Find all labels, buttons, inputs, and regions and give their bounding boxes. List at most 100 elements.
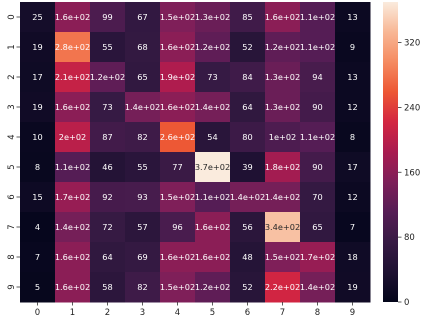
heatmap-cell-r1-c8 (300, 32, 336, 63)
x-tick-label-2: 2 (105, 308, 110, 318)
x-tick-label-3: 3 (140, 308, 145, 318)
cell-label-r6-c7: 1.4e+02 (265, 192, 300, 202)
heatmap-cell-r1-c2 (90, 32, 126, 63)
cell-label-r7-c6: 56 (242, 222, 252, 232)
cell-label-r0-c2: 99 (102, 12, 112, 22)
cell-label-r8-c5: 1.6e+02 (195, 252, 230, 262)
cell-label-r9-c7: 2.2e+02 (265, 282, 300, 292)
cell-label-r8-c6: 48 (242, 252, 252, 262)
cell-label-r5-c4: 77 (172, 162, 182, 172)
heatmap-cell-r4-c0 (20, 122, 56, 153)
cell-label-r6-c6: 1.4e+02 (230, 192, 265, 202)
colorbar-tick-label-2: 160 (404, 168, 420, 178)
cell-label-r1-c9: 9 (350, 42, 355, 52)
colorbar-tick-label-1: 80 (404, 233, 415, 243)
heatmap-cell-r0-c8 (300, 2, 336, 33)
cell-label-r6-c8: 70 (312, 192, 322, 202)
heatmap-cell-r8-c9 (335, 242, 371, 273)
heatmap-cell-r1-c9 (335, 32, 371, 63)
cell-label-r1-c6: 52 (242, 42, 252, 52)
y-tick-label-8: 8 (7, 254, 17, 259)
heatmap-cell-r5-c8 (300, 152, 336, 183)
cell-label-r5-c2: 46 (102, 162, 112, 172)
heatmap-cell-r2-c4 (160, 62, 196, 93)
cell-label-r0-c9: 13 (347, 12, 357, 22)
cell-label-r8-c0: 7 (35, 252, 40, 262)
cell-label-r8-c1: 1.6e+02 (55, 252, 90, 262)
heatmap-cell-r3-c7 (265, 92, 301, 123)
heatmap-cell-r6-c0 (20, 182, 56, 213)
heatmap-cell-r7-c1 (55, 212, 91, 243)
cell-label-r6-c0: 15 (32, 192, 42, 202)
heatmap-cell-r8-c2 (90, 242, 126, 273)
heatmap-cell-r6-c9 (335, 182, 371, 213)
heatmap-cell-r1-c6 (230, 32, 266, 63)
cell-label-r2-c7: 1.3e+02 (265, 72, 300, 82)
cell-label-r6-c2: 92 (102, 192, 112, 202)
heatmap-cell-r1-c5 (195, 32, 231, 63)
heatmap-cell-r8-c0 (20, 242, 56, 273)
cell-label-r2-c6: 84 (242, 72, 252, 82)
heatmap-cell-r9-c5 (195, 272, 231, 303)
heatmap-cell-r3-c6 (230, 92, 266, 123)
cell-label-r9-c8: 1.4e+02 (300, 282, 335, 292)
cell-label-r7-c2: 72 (102, 222, 112, 232)
heatmap-cell-r6-c2 (90, 182, 126, 213)
heatmap-cell-r4-c9 (335, 122, 371, 153)
heatmap-cell-r3-c8 (300, 92, 336, 123)
heatmap-cell-r9-c3 (125, 272, 161, 303)
heatmap-cell-r7-c8 (300, 212, 336, 243)
heatmap-cell-r7-c0 (20, 212, 56, 243)
cell-label-r4-c1: 2e+02 (59, 132, 87, 142)
heatmap-cell-r5-c9 (335, 152, 371, 183)
cell-label-r7-c0: 4 (35, 222, 40, 232)
cell-label-r5-c1: 1.1e+02 (55, 162, 90, 172)
heatmap-cell-r6-c6 (230, 182, 266, 213)
heatmap-cell-r7-c2 (90, 212, 126, 243)
cell-label-r0-c4: 1.5e+02 (160, 12, 195, 22)
heatmap-cell-r2-c3 (125, 62, 161, 93)
heatmap-cell-r6-c4 (160, 182, 196, 213)
heatmap-cell-r3-c0 (20, 92, 56, 123)
colorbar-tick-label-0: 0 (404, 298, 409, 308)
heatmap-cell-r9-c4 (160, 272, 196, 303)
x-tick-label-4: 4 (175, 308, 180, 318)
cell-label-r1-c7: 1.2e+02 (265, 42, 300, 52)
cell-label-r3-c0: 19 (32, 102, 42, 112)
heatmap-cell-r0-c5 (195, 2, 231, 33)
heatmap-cell-r5-c4 (160, 152, 196, 183)
heatmap-cell-r5-c5 (195, 152, 231, 183)
cell-label-r9-c0: 5 (35, 282, 40, 292)
cell-label-r2-c1: 2.1e+02 (55, 72, 90, 82)
x-tick-label-5: 5 (210, 308, 215, 318)
cell-label-r0-c1: 1.6e+02 (55, 12, 90, 22)
heatmap-cell-r2-c0 (20, 62, 56, 93)
heatmap-cell-r1-c0 (20, 32, 56, 63)
cell-label-r0-c6: 85 (242, 12, 252, 22)
heatmap-cell-r5-c1 (55, 152, 91, 183)
heatmap-cell-r0-c1 (55, 2, 91, 33)
cell-label-r4-c8: 1.1e+02 (300, 132, 335, 142)
cell-label-r3-c2: 73 (102, 102, 112, 112)
y-tick-label-9: 9 (7, 284, 17, 289)
heatmap-cell-r7-c5 (195, 212, 231, 243)
heatmap-cell-r8-c1 (55, 242, 91, 273)
heatmap-cell-r4-c3 (125, 122, 161, 153)
heatmap-cell-r0-c4 (160, 2, 196, 33)
cell-label-r0-c3: 67 (137, 12, 147, 22)
colorbar: 0 80 160 240 320 (383, 2, 420, 308)
cell-label-r4-c7: 1e+02 (269, 132, 297, 142)
cell-label-r1-c0: 19 (32, 42, 42, 52)
heatmap-cell-r3-c1 (55, 92, 91, 123)
x-tick-label-0: 0 (35, 308, 40, 318)
heatmap-cell-r0-c3 (125, 2, 161, 33)
y-tick-label-0: 0 (7, 14, 17, 19)
cell-label-r3-c1: 1.6e+02 (55, 102, 90, 112)
heatmap-cell-r4-c5 (195, 122, 231, 153)
y-axis: 0 1 2 3 4 5 6 7 8 9 (7, 14, 20, 290)
heatmap-cell-r0-c7 (265, 2, 301, 33)
heatmap-cell-r4-c6 (230, 122, 266, 153)
heatmap-cell-r3-c5 (195, 92, 231, 123)
cell-label-r5-c6: 39 (242, 162, 252, 172)
